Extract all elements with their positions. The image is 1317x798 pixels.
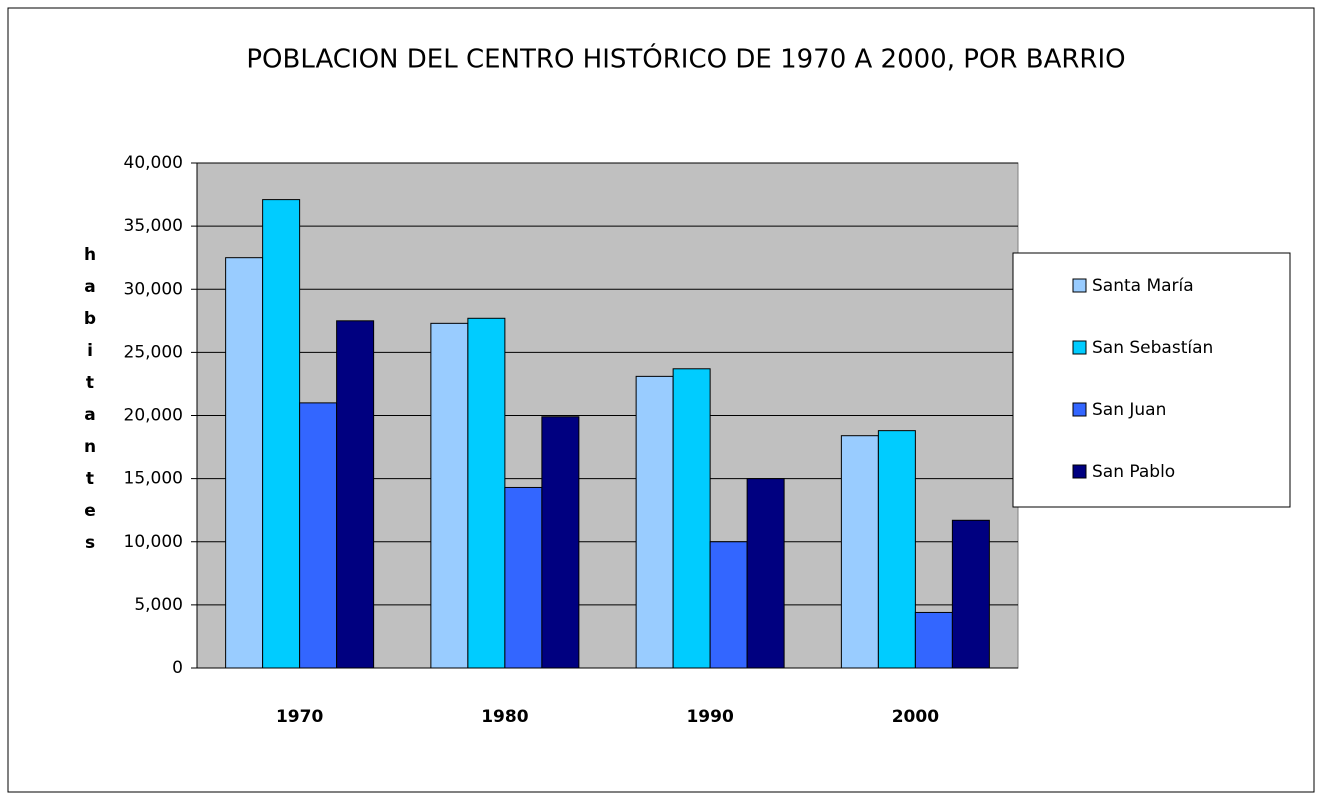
x-tick-label: 2000: [892, 707, 939, 727]
legend-swatch: [1072, 278, 1087, 293]
legend-swatch: [1072, 402, 1087, 417]
y-tick-label: 30,000: [124, 279, 183, 299]
y-tick-label: 25,000: [124, 342, 183, 362]
y-tick-label: 5,000: [134, 595, 183, 615]
bar: [877, 430, 916, 669]
bar: [225, 257, 264, 669]
bar: [299, 402, 338, 669]
legend-label: San Sebastían: [1092, 338, 1213, 358]
x-tick-label: 1970: [276, 707, 323, 727]
bar: [709, 541, 748, 669]
bar: [336, 320, 375, 669]
bar: [914, 611, 953, 669]
legend-swatch: [1072, 464, 1087, 479]
legend-label: San Juan: [1092, 400, 1166, 420]
y-tick-label: 10,000: [124, 532, 183, 552]
bar: [672, 368, 711, 669]
bar: [635, 375, 674, 669]
bar: [467, 317, 506, 669]
y-tick-label: 0: [172, 658, 183, 678]
bar: [430, 322, 469, 669]
legend-label: San Pablo: [1092, 462, 1175, 482]
y-tick-label: 20,000: [124, 406, 183, 426]
bar: [541, 416, 580, 669]
x-tick-label: 1980: [481, 707, 528, 727]
y-tick-label: 35,000: [124, 216, 183, 236]
bar: [262, 199, 301, 669]
bar: [951, 519, 990, 669]
legend-label: Santa María: [1092, 276, 1194, 296]
bar: [746, 478, 785, 669]
legend-swatch: [1072, 340, 1087, 355]
y-tick-label: 15,000: [124, 469, 183, 489]
x-tick-label: 1990: [686, 707, 733, 727]
bar: [840, 435, 879, 669]
bar: [504, 486, 543, 669]
chart-title: POBLACION DEL CENTRO HISTÓRICO DE 1970 A…: [246, 43, 1125, 75]
legend: [1012, 252, 1291, 508]
y-tick-label: 40,000: [124, 153, 183, 173]
